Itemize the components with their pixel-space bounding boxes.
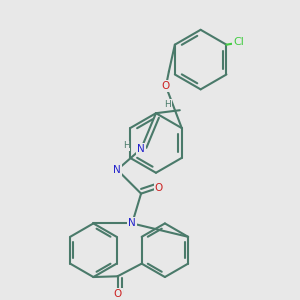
Text: H: H [164,100,171,109]
Text: O: O [162,81,170,92]
Text: O: O [155,183,163,193]
Text: Cl: Cl [233,37,244,47]
Text: H: H [123,142,130,151]
Text: O: O [113,289,122,299]
Text: N: N [137,144,145,154]
Text: N: N [128,218,136,228]
Text: N: N [113,165,121,175]
